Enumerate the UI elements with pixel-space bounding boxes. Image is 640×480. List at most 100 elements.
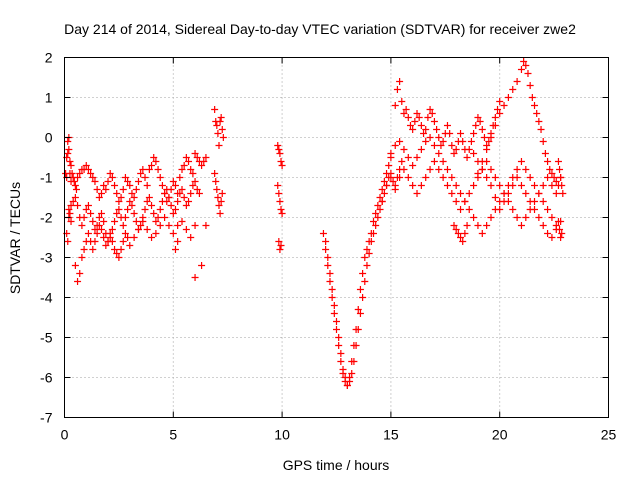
data-point — [346, 374, 354, 381]
data-point — [426, 106, 434, 113]
data-point — [276, 198, 284, 205]
data-point — [559, 190, 567, 197]
data-point — [396, 138, 404, 145]
data-point — [150, 154, 158, 161]
data-point — [483, 146, 491, 153]
data-point — [130, 210, 138, 217]
data-point — [276, 150, 284, 157]
data-point — [71, 182, 79, 189]
data-point — [84, 166, 92, 173]
data-point — [552, 178, 560, 185]
data-point — [69, 198, 77, 205]
data-point — [367, 230, 375, 237]
data-point — [526, 198, 534, 205]
data-point — [78, 254, 86, 261]
data-point — [115, 198, 123, 205]
data-point — [68, 170, 76, 177]
data-point — [487, 134, 495, 141]
data-point — [504, 94, 512, 101]
data-point — [212, 178, 220, 185]
data-point — [148, 234, 156, 241]
data-point — [148, 202, 156, 209]
data-point — [322, 238, 330, 245]
data-point — [191, 178, 199, 185]
data-point — [191, 274, 199, 281]
data-point — [448, 142, 456, 149]
data-point — [509, 182, 517, 189]
data-point — [89, 246, 97, 253]
data-point — [365, 238, 373, 245]
data-point — [319, 230, 327, 237]
data-point — [214, 194, 222, 201]
data-point — [524, 70, 532, 77]
data-point — [548, 234, 556, 241]
data-point — [189, 170, 197, 177]
data-point — [202, 154, 210, 161]
data-point — [374, 202, 382, 209]
data-point — [152, 158, 160, 165]
data-point — [178, 218, 186, 225]
data-point — [137, 170, 145, 177]
data-point — [171, 182, 179, 189]
data-point — [369, 218, 377, 225]
data-point — [396, 174, 404, 181]
data-point — [478, 126, 486, 133]
data-point — [554, 158, 562, 165]
data-point — [121, 230, 129, 237]
data-point — [496, 206, 504, 213]
data-point — [385, 162, 393, 169]
data-point — [404, 174, 412, 181]
data-point — [372, 210, 380, 217]
data-point — [132, 218, 140, 225]
data-point — [102, 186, 110, 193]
data-point — [426, 166, 434, 173]
x-tick-label: 20 — [492, 427, 508, 443]
data-point — [97, 210, 105, 217]
data-point — [89, 218, 97, 225]
data-point — [161, 190, 169, 197]
y-tick-label: -3 — [40, 250, 53, 266]
data-point — [517, 158, 525, 165]
data-point — [65, 146, 73, 153]
data-point — [474, 170, 482, 177]
data-point — [548, 170, 556, 177]
data-point — [396, 78, 404, 85]
data-point — [517, 222, 525, 229]
data-point — [517, 182, 525, 189]
data-point — [324, 262, 332, 269]
data-point — [74, 278, 82, 285]
data-point — [539, 222, 547, 229]
data-point — [509, 206, 517, 213]
data-point — [82, 206, 90, 213]
data-point — [413, 154, 421, 161]
data-point — [463, 154, 471, 161]
data-point — [124, 206, 132, 213]
data-point — [457, 206, 465, 213]
data-point — [437, 142, 445, 149]
data-point — [354, 306, 362, 313]
data-point — [113, 250, 121, 257]
data-point — [139, 218, 147, 225]
x-tick-label: 15 — [383, 427, 399, 443]
data-point — [422, 126, 430, 133]
data-point — [145, 194, 153, 201]
data-point — [491, 174, 499, 181]
data-point — [156, 222, 164, 229]
data-point — [496, 110, 504, 117]
data-point — [165, 222, 173, 229]
data-point — [87, 170, 95, 177]
data-point — [65, 206, 73, 213]
data-point — [374, 214, 382, 221]
data-point — [108, 174, 116, 181]
data-point — [391, 182, 399, 189]
data-point — [539, 182, 547, 189]
data-point — [402, 106, 410, 113]
data-point — [214, 130, 222, 137]
data-point — [152, 218, 160, 225]
plot-frame — [64, 57, 609, 418]
data-point — [115, 206, 123, 213]
data-point — [143, 198, 151, 205]
data-point — [487, 182, 495, 189]
data-point — [413, 190, 421, 197]
data-point — [277, 206, 285, 213]
